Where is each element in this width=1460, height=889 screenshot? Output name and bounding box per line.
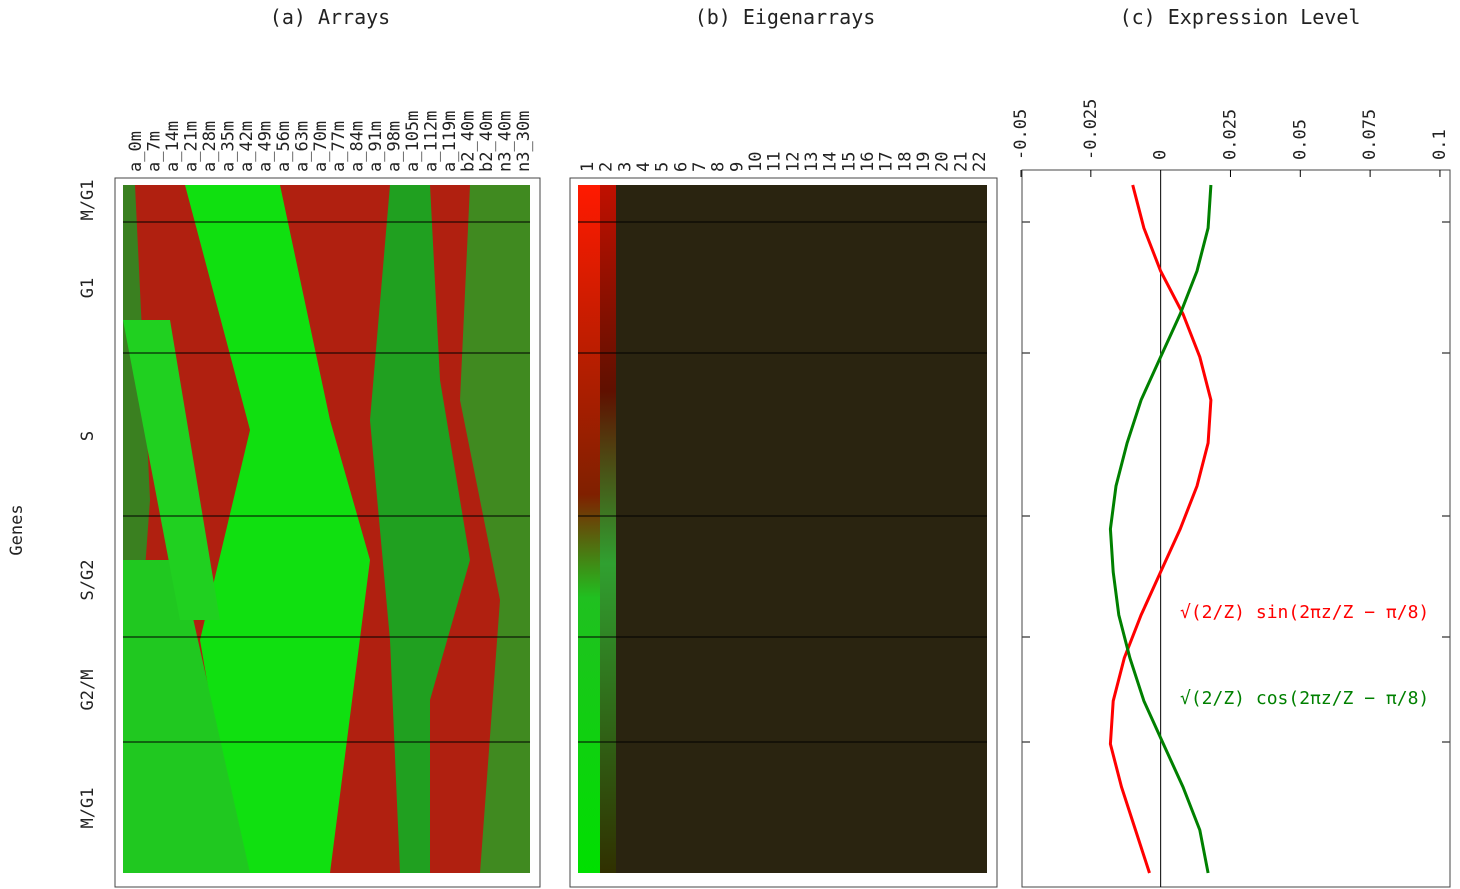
eigenarray-label: 21 (951, 152, 971, 172)
phase-label: S (78, 431, 98, 441)
y-tick-label: 0.075 (1360, 109, 1380, 160)
series-line (1108, 184, 1213, 874)
eigenarray-label: 18 (895, 152, 915, 172)
eigenarray-label: 7 (690, 162, 710, 172)
phase-label: G1 (78, 278, 98, 298)
array-label: b2_40m (477, 111, 497, 172)
eigenarray-label: 12 (783, 152, 803, 172)
y-tick-label: 0 (1151, 150, 1171, 160)
eigenarray-label: 16 (858, 152, 878, 172)
phase-label: M/G1 (78, 788, 98, 829)
eigenarrays-heatmap (569, 177, 998, 888)
phase-label: M/G1 (78, 180, 98, 221)
eigenarray-label: 3 (615, 162, 635, 172)
y-tick-label: 0.1 (1430, 129, 1450, 160)
eigenarray-label: 6 (671, 162, 691, 172)
eigenarray-label: 11 (765, 152, 785, 172)
eigenarray-label: 8 (709, 162, 729, 172)
eigenarray-label: 20 (933, 152, 953, 172)
legend-entry: √(2/Z) cos(2πz/Z − π/8) (1180, 688, 1429, 709)
array-label: a_98m (385, 121, 405, 172)
array-label: a_70m (311, 121, 331, 172)
eigenarray-label: 15 (839, 152, 859, 172)
axis-label: Genes (7, 504, 27, 555)
array-label: n3_40m (496, 111, 516, 172)
eigenarray-label: 1 (578, 162, 598, 172)
array-label: a_105m (403, 111, 423, 172)
legend-entry: √(2/Z) sin(2πz/Z − π/8) (1180, 602, 1429, 623)
series-line (1108, 184, 1213, 874)
array-label: b2_40m (459, 111, 479, 172)
array-label: a_119m (440, 111, 460, 172)
array-label: a_28m (200, 121, 220, 172)
array-label: a_63m (292, 121, 312, 172)
array-label: a_42m (237, 121, 257, 172)
eigenarray-label: 2 (597, 162, 617, 172)
phase-label: G2/M (78, 670, 98, 711)
eigenarray-label: 4 (634, 162, 654, 172)
panel-title: (a) Arrays (270, 5, 390, 29)
array-label: a_56m (274, 121, 294, 172)
eigenarray-label: 19 (914, 152, 934, 172)
y-tick-label: 0.05 (1290, 119, 1310, 160)
array-label: a_49m (255, 121, 275, 172)
panel-title: (c) Expression Level (1120, 5, 1361, 29)
eigenarray-label: 14 (821, 152, 841, 172)
array-label: n3_30m (514, 111, 534, 172)
array-label: a_21m (181, 121, 201, 172)
eigenarray-label: 5 (653, 162, 673, 172)
eigenarray-label: 13 (802, 152, 822, 172)
plot-frame (1021, 169, 1451, 888)
array-label: a_91m (366, 121, 386, 172)
y-tick-label: -0.05 (1011, 109, 1031, 160)
eigenarray-label: 10 (746, 152, 766, 172)
panel-title: (b) Eigenarrays (695, 5, 876, 29)
array-label: a_0m (126, 131, 146, 172)
y-tick-label: -0.025 (1081, 99, 1101, 160)
phase-label: S/G2 (78, 560, 98, 601)
array-label: a_7m (144, 131, 164, 172)
eigenarray-label: 9 (727, 162, 747, 172)
array-label: a_77m (329, 121, 349, 172)
array-label: a_84m (348, 121, 368, 172)
array-label: a_112m (422, 111, 442, 172)
eigenarray-label: 17 (877, 152, 897, 172)
array-label: a_14m (163, 121, 183, 172)
array-label: a_35m (218, 121, 238, 172)
y-tick-label: 0.025 (1220, 109, 1240, 160)
arrays-heatmap (114, 177, 541, 888)
eigenarray-label: 22 (970, 152, 990, 172)
